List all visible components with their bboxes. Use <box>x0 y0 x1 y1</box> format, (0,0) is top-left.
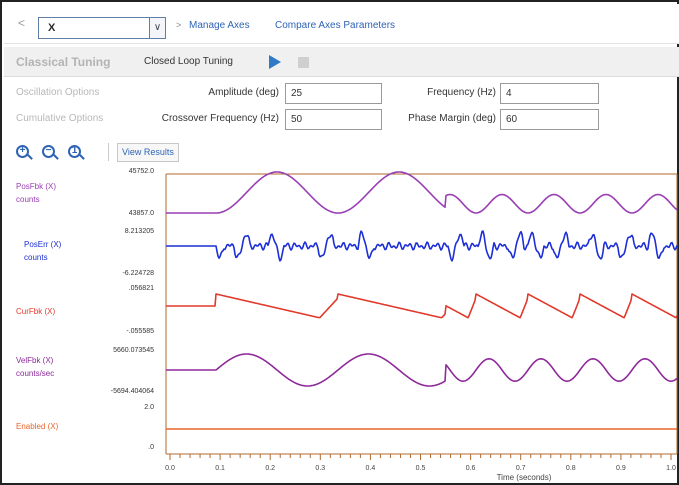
zoom-out-glyph: − <box>45 145 52 156</box>
frequency-label: Frequency (Hz) <box>427 87 496 98</box>
page-title: Classical Tuning <box>16 55 111 69</box>
axis-selector[interactable]: X ∨ <box>38 17 166 39</box>
amplitude-label: Amplitude (deg) <box>208 87 279 98</box>
zoom-out-icon[interactable]: − <box>42 145 55 158</box>
frequency-input[interactable] <box>500 83 599 104</box>
ytick-curfbk-top: .056821 <box>128 285 154 292</box>
x-tick-label: 0.6 <box>466 465 476 472</box>
trace-unit-velfbk: counts/sec <box>16 369 55 378</box>
x-tick-label: 0.5 <box>416 465 426 472</box>
cumulative-options-label: Cumulative Options <box>16 113 104 124</box>
crossover-frequency-label: Crossover Frequency (Hz) <box>161 113 279 124</box>
breadcrumb-separator-icon: > <box>176 20 182 30</box>
x-tick-label: 0.8 <box>566 465 576 472</box>
tuning-toolbar: Classical Tuning Closed Loop Tuning <box>4 47 679 77</box>
curfbk-trace <box>166 293 678 319</box>
ytick-poserr-top: 8.213205 <box>124 228 154 235</box>
ytick-posfbk-top: 45752.0 <box>128 168 154 175</box>
x-tick-label: 0.2 <box>265 465 275 472</box>
ytick-enabled-top: 2.0 <box>144 404 154 411</box>
oscillation-options-row: Oscillation Options Amplitude (deg) Freq… <box>4 80 679 106</box>
ytick-posfbk-bottom: 43857.0 <box>128 210 154 217</box>
amplitude-input[interactable] <box>285 83 382 104</box>
trace-label-curfbk: CurFbk (X) <box>16 305 86 318</box>
x-tick-label: 0.7 <box>516 465 526 472</box>
trace-label-velfbk: VelFbk (X) counts/sec <box>16 354 86 380</box>
compare-axes-parameters-link[interactable]: Compare Axes Parameters <box>275 20 396 31</box>
trace-name-velfbk: VelFbk (X) <box>16 356 54 365</box>
trace-name-poserr: PosErr (X) <box>24 240 62 249</box>
plot-area: PosFbk (X) counts PosErr (X) counts CurF… <box>4 166 679 485</box>
cumulative-options-row: Cumulative Options Crossover Frequency (… <box>4 106 679 132</box>
velfbk-trace <box>166 353 678 387</box>
manage-axes-link[interactable]: Manage Axes <box>189 20 250 31</box>
zoom-reset-glyph: 1 <box>71 145 78 156</box>
poserr-trace <box>166 230 678 262</box>
x-tick-label: 0.9 <box>616 465 626 472</box>
ytick-velfbk-bottom: -5694.404064 <box>110 388 154 395</box>
posfbk-trace <box>166 171 678 214</box>
zoom-in-glyph: + <box>19 145 26 156</box>
play-icon[interactable] <box>269 55 281 69</box>
signal-plot[interactable]: 0.0 0.1 0.2 0.3 0.4 0.5 0.6 0.7 0.8 0.9 1.0 Time (s… <box>4 166 679 485</box>
oscillation-options-label: Oscillation Options <box>16 87 100 98</box>
trace-name-enabled: Enabled (X) <box>16 422 59 431</box>
x-tick-label: 0.1 <box>215 465 225 472</box>
trace-name-posfbk: PosFbk (X) <box>16 182 57 191</box>
trace-name-curfbk: CurFbk (X) <box>16 307 56 316</box>
zoom-in-icon[interactable]: + <box>16 145 29 158</box>
crossover-frequency-input[interactable] <box>285 109 382 130</box>
ytick-poserr-bottom: -6.224728 <box>122 270 154 277</box>
chevron-down-icon[interactable]: ∨ <box>149 18 165 38</box>
x-axis-title: Time (seconds) <box>497 473 552 482</box>
axis-selector-value: X <box>48 22 56 34</box>
trace-unit-posfbk: counts <box>16 195 40 204</box>
zoom-toolbar: + − 1 View Results <box>4 136 679 166</box>
trace-label-posfbk: PosFbk (X) counts <box>16 180 86 206</box>
view-results-button[interactable]: View Results <box>117 143 179 162</box>
nav-bar: < X ∨ > Manage Axes Compare Axes Paramet… <box>4 4 679 44</box>
x-tick-label: 0.4 <box>366 465 376 472</box>
ytick-curfbk-bottom: -.055585 <box>126 328 154 335</box>
phase-margin-label: Phase Margin (deg) <box>408 113 496 124</box>
stop-icon[interactable] <box>298 57 309 68</box>
back-button[interactable]: < <box>18 16 26 30</box>
ytick-enabled-bottom: .0 <box>148 444 154 451</box>
trace-label-poserr: PosErr (X) counts <box>24 238 94 264</box>
ytick-velfbk-top: 5660.073545 <box>113 347 154 354</box>
zoom-reset-icon[interactable]: 1 <box>68 145 81 158</box>
phase-margin-input[interactable] <box>500 109 599 130</box>
tuning-mode-label: Closed Loop Tuning <box>144 56 233 67</box>
trace-label-enabled: Enabled (X) <box>16 420 86 433</box>
x-tick-label: 0.0 <box>165 465 175 472</box>
x-tick-label: 0.3 <box>315 465 325 472</box>
trace-unit-poserr: counts <box>24 253 48 262</box>
toolbar-divider <box>108 143 109 161</box>
x-tick-label: 1.0 <box>666 465 676 472</box>
